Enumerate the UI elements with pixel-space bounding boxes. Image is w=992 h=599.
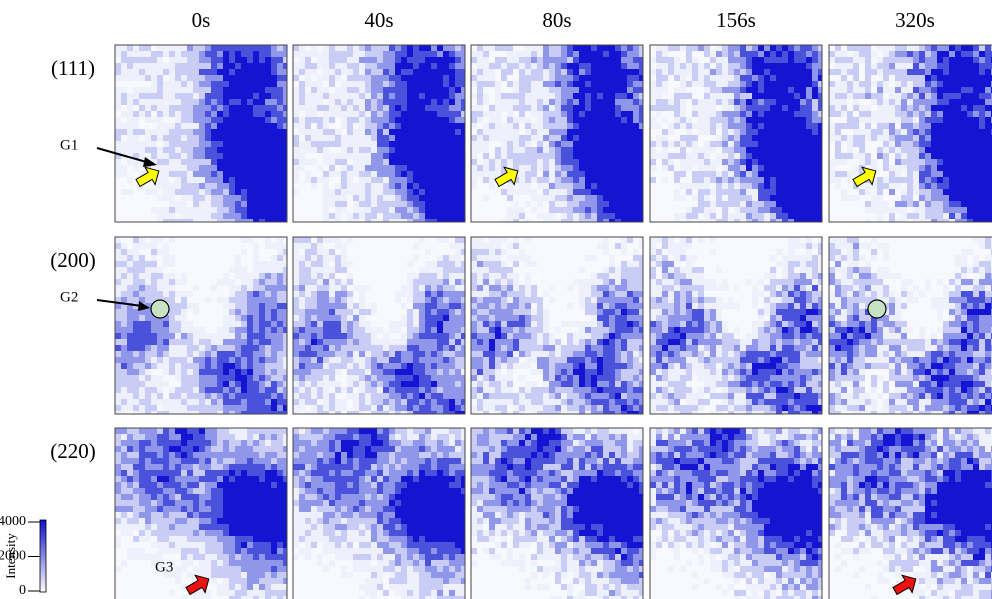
intensity-map bbox=[650, 237, 824, 417]
annotation-label: G3 bbox=[155, 559, 173, 575]
colorbar-tick-label: 0 bbox=[19, 583, 26, 598]
intensity-map bbox=[471, 45, 645, 225]
intensity-map bbox=[829, 428, 992, 599]
figure: 0s 40s 80s 156s 320s (111) (200) (220) G1 G2 G3… bbox=[0, 0, 992, 599]
grain-marker bbox=[151, 300, 169, 318]
colorbar bbox=[40, 520, 46, 592]
grain-marker bbox=[868, 300, 886, 318]
column-label: 320s bbox=[895, 8, 935, 32]
intensity-map bbox=[471, 428, 645, 599]
intensity-map bbox=[115, 45, 289, 225]
annotation-label: G2 bbox=[60, 289, 78, 305]
page: {"columns": ["0s", "40s", "80s", "156s",… bbox=[0, 0, 992, 599]
intensity-map bbox=[293, 45, 467, 225]
intensity-map bbox=[650, 428, 824, 599]
colorbar-tick-label: 4000 bbox=[0, 514, 26, 529]
intensity-map bbox=[115, 237, 289, 417]
intensity-map bbox=[829, 45, 992, 225]
intensity-map bbox=[829, 237, 992, 417]
row-label: (220) bbox=[50, 439, 96, 463]
colorbar-tick-label: 2000 bbox=[0, 549, 26, 564]
column-label: 0s bbox=[192, 8, 211, 32]
column-label: 40s bbox=[364, 8, 393, 32]
intensity-map bbox=[293, 428, 467, 599]
intensity-map bbox=[293, 237, 467, 417]
column-label: 80s bbox=[542, 8, 571, 32]
intensity-map bbox=[650, 45, 824, 225]
intensity-map bbox=[115, 428, 289, 599]
intensity-map bbox=[471, 237, 645, 417]
panels bbox=[115, 45, 992, 599]
annotation-label: G1 bbox=[60, 137, 78, 153]
row-label: (111) bbox=[51, 56, 95, 80]
row-label: (200) bbox=[50, 248, 96, 272]
column-label: 156s bbox=[716, 8, 756, 32]
colorbar-ticks: 0 2000 4000 bbox=[0, 514, 40, 598]
